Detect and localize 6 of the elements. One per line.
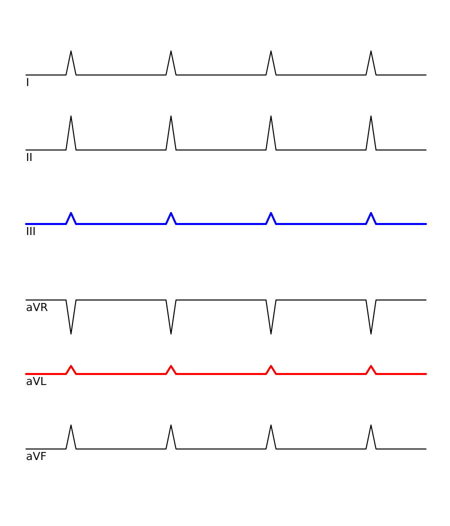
series-label: aVR (26, 301, 48, 314)
series-label: aVL (26, 375, 48, 388)
series-label: aVF (26, 450, 47, 463)
series-label: III (26, 225, 36, 238)
series-label: II (26, 151, 32, 164)
series-label: I (26, 76, 30, 89)
